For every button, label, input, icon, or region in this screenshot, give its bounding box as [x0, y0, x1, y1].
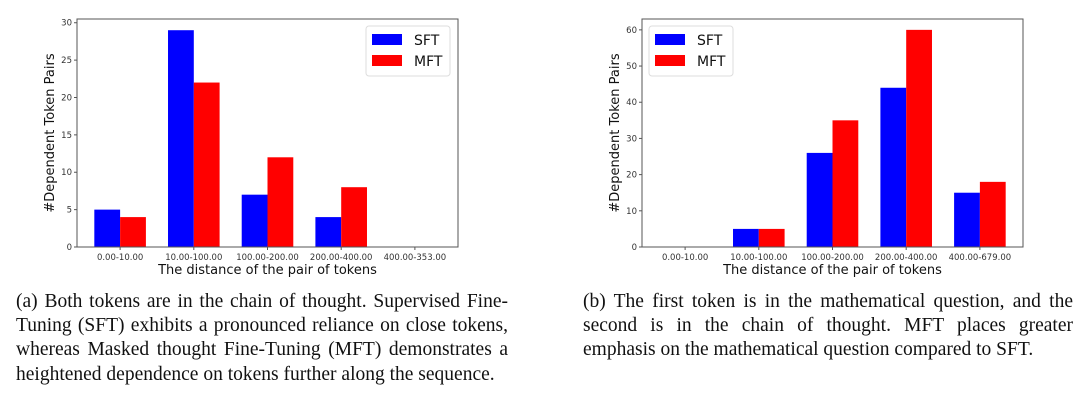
legend-label-mft: MFT: [414, 54, 443, 70]
x-tick-label: 10.00-100.00: [730, 253, 787, 263]
y-tick-label: 15: [61, 131, 72, 141]
bar-sft-4: [954, 192, 980, 247]
bar-mft-1: [193, 82, 220, 247]
x-tick-label: 0.00-10.00: [97, 253, 143, 263]
y-axis-label: #Dependent Token Pairs: [608, 53, 623, 212]
bar-mft-2: [832, 120, 859, 247]
legend-swatch-sft: [372, 34, 402, 45]
bar-sft-3: [880, 87, 907, 247]
bar-sft-1: [168, 30, 194, 247]
legend-swatch-mft: [655, 55, 685, 66]
y-tick-label: 30: [61, 19, 72, 29]
y-tick-label: 40: [626, 98, 637, 108]
y-tick-label: 10: [61, 168, 72, 178]
chart-b: 0 10 20 30 40 50 60 0.00-10.00 10.00-100.00 100.0…: [608, 18, 1024, 278]
x-tick-label: 100.00-200.00: [236, 253, 299, 263]
bar-sft-2: [241, 194, 268, 247]
x-tick-label: 0.00-10.00: [662, 253, 708, 263]
legend-label-sft: SFT: [414, 33, 440, 49]
x-tick-label: 200.00-400.00: [875, 253, 938, 263]
bar-sft-0: [94, 209, 121, 247]
y-tick-label: 0: [632, 243, 637, 253]
bar-mft-3: [341, 187, 367, 247]
y-tick-label: 25: [61, 56, 72, 66]
bar-mft-0: [120, 217, 146, 247]
x-tick-label: 400.00-353.00: [384, 253, 447, 263]
x-tick-label: 100.00-200.00: [801, 253, 864, 263]
legend-label-sft: SFT: [697, 33, 723, 49]
bar-sft-2: [806, 152, 833, 247]
caption-b: (b) The first token is in the mathematic…: [583, 291, 1073, 361]
y-tick-label: 20: [61, 93, 72, 103]
x-tick-label: 400.00-679.00: [949, 253, 1012, 263]
legend-swatch-mft: [372, 55, 402, 66]
legend-label-mft: MFT: [697, 54, 726, 70]
y-tick-label: 10: [626, 207, 637, 217]
x-tick-label: 10.00-100.00: [165, 253, 222, 263]
bar-mft-2: [267, 157, 294, 247]
y-tick-label: 60: [626, 26, 637, 36]
x-axis-label: The distance of the pair of tokens: [157, 263, 377, 278]
caption-a: (a) Both tokens are in the chain of thou…: [16, 291, 508, 385]
y-tick-label: 0: [67, 243, 72, 253]
bar-sft-1: [733, 228, 759, 247]
legend-swatch-sft: [655, 34, 685, 45]
bar-sft-3: [315, 217, 342, 247]
y-tick-label: 30: [626, 134, 637, 144]
y-tick-label: 5: [67, 206, 72, 216]
x-tick-label: 200.00-400.00: [310, 253, 373, 263]
bar-mft-4: [979, 181, 1006, 247]
x-axis-label: The distance of the pair of tokens: [722, 263, 942, 278]
y-axis-label: #Dependent Token Pairs: [43, 53, 58, 212]
chart-a: 0 5 10 15 20 25 30 0.00-10.00 10.00-100.00 100.00…: [43, 18, 459, 278]
y-tick-label: 50: [626, 62, 637, 72]
bar-mft-1: [758, 228, 785, 247]
y-tick-label: 20: [626, 171, 637, 181]
bar-mft-3: [906, 29, 932, 247]
